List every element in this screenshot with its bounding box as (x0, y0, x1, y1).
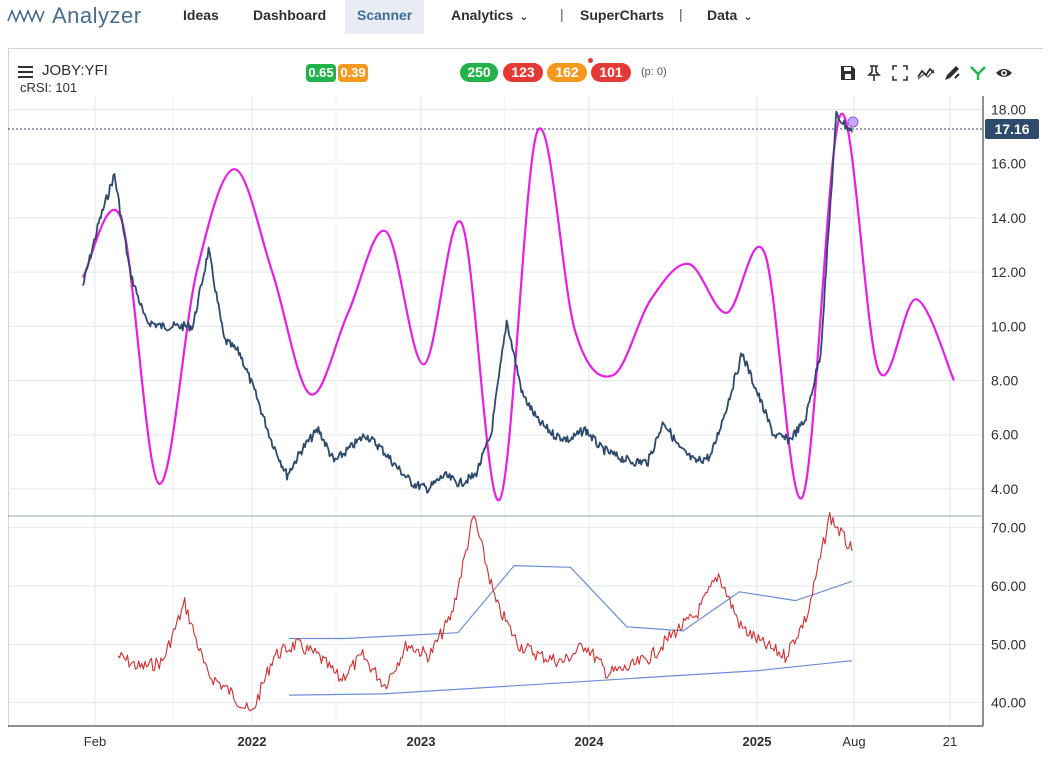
last-price-tag: 17.16 (985, 119, 1039, 139)
lower-band-line (288, 660, 853, 696)
price-tick-label: 14.00 (991, 210, 1026, 226)
price-tick-label: 8.00 (991, 373, 1018, 389)
score-badge-orange: 0.39 (338, 64, 368, 82)
rsi-tick-label: 40.00 (991, 695, 1026, 711)
nav-data[interactable]: Data ⌄ (707, 0, 753, 34)
price-line (82, 110, 853, 494)
rsi-axis: 70.00 60.00 50.00 40.00 (991, 520, 1026, 711)
chart-symbol[interactable]: JOBY:YFI (42, 62, 108, 79)
score-badge-green: 0.65 (306, 64, 336, 82)
indicator-label: cRSI: 101 (20, 80, 78, 95)
rsi-tick-label: 70.00 (991, 520, 1026, 536)
rsi-tick-label: 60.00 (991, 578, 1026, 594)
x-tick-label: Aug (842, 734, 865, 749)
menu-icon[interactable] (18, 66, 33, 78)
price-tick-label: 18.00 (991, 102, 1026, 118)
x-tick-label: 2023 (407, 734, 436, 749)
indicator-icon[interactable] (969, 64, 987, 82)
pin-icon[interactable] (865, 64, 883, 82)
draw-icon[interactable] (943, 64, 961, 82)
crsi-line (117, 511, 853, 712)
time-axis: Feb 2022 2023 2024 2025 Aug 21 (84, 734, 957, 749)
p-count: (p: 0) (641, 66, 667, 78)
rsi-tick-label: 50.00 (991, 636, 1026, 652)
count-pill-red-2: 101 (591, 63, 631, 82)
nav-supercharts[interactable]: SuperCharts (580, 7, 665, 23)
eye-icon[interactable] (995, 64, 1013, 82)
nav-separator: | (679, 6, 683, 22)
crosshair-marker[interactable] (847, 116, 859, 128)
price-series (82, 110, 853, 494)
price-tick-label: 4.00 (991, 481, 1018, 497)
x-tick-label: 2022 (238, 734, 267, 749)
nav-ideas[interactable]: Ideas (183, 7, 219, 23)
chart-grid (8, 96, 983, 726)
price-tick-label: 6.00 (991, 427, 1018, 443)
price-tick-label: 16.00 (991, 156, 1026, 172)
count-pill-red: 123 (503, 63, 543, 82)
crsi-series (117, 511, 853, 712)
x-tick-label: 2025 (743, 734, 772, 749)
fullscreen-icon[interactable] (891, 64, 909, 82)
x-tick-label: 2024 (575, 734, 605, 749)
wave-logo-icon (7, 8, 45, 24)
count-pill-orange: 162 (547, 63, 587, 82)
rsi-lower-band (288, 660, 853, 696)
alert-dot (588, 58, 593, 63)
top-nav: Analyzer Ideas Dashboard Scanner Analyti… (0, 0, 1050, 34)
x-tick-label: Feb (84, 734, 106, 749)
count-pill-green: 250 (460, 63, 498, 82)
x-tick-label: 21 (943, 734, 957, 749)
price-axis: 18.00 16.00 14.00 12.00 10.00 8.00 6.00 4.00 (991, 102, 1026, 497)
price-tick-label: 12.00 (991, 264, 1026, 280)
nav-analytics[interactable]: Analytics ⌄ (451, 0, 528, 34)
rsi-upper-band (289, 565, 853, 640)
nav-analytics-label: Analytics (451, 7, 514, 23)
price-tick-label: 10.00 (991, 318, 1026, 334)
app-name: Analyzer (52, 3, 142, 28)
app-logo[interactable]: Analyzer (6, 3, 142, 29)
nav-data-label: Data (707, 7, 738, 23)
nav-separator: | (560, 6, 564, 22)
upper-band-line (289, 565, 853, 640)
nav-scanner[interactable]: Scanner (345, 0, 425, 34)
trend-icon[interactable] (917, 64, 935, 82)
nav-dashboard[interactable]: Dashboard (253, 7, 327, 23)
save-icon[interactable] (839, 64, 857, 82)
chevron-down-icon: ⌄ (519, 11, 529, 23)
chevron-down-icon: ⌄ (743, 11, 753, 23)
